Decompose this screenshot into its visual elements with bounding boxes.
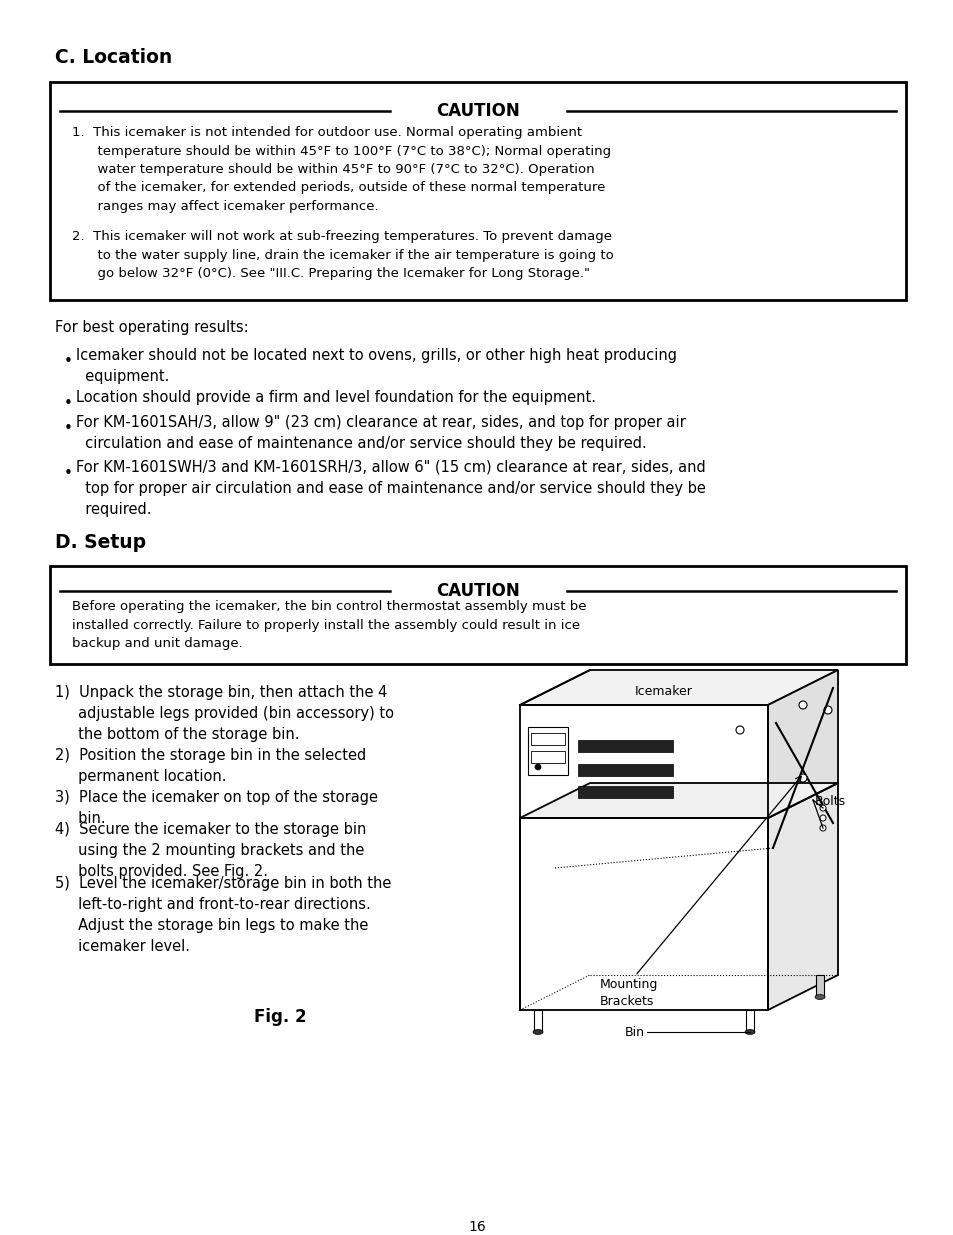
Text: •: • — [64, 466, 72, 480]
Bar — [578, 785, 672, 798]
Bar — [527, 727, 567, 776]
Text: Before operating the icemaker, the bin control thermostat assembly must be
insta: Before operating the icemaker, the bin c… — [71, 600, 586, 650]
Circle shape — [820, 805, 825, 811]
Text: D. Setup: D. Setup — [55, 534, 146, 552]
Circle shape — [535, 764, 540, 769]
Polygon shape — [767, 783, 837, 1010]
Text: Fig. 2: Fig. 2 — [253, 1008, 306, 1026]
Bar — [745, 1010, 753, 1032]
Text: •: • — [64, 396, 72, 411]
Text: For KM-1601SAH/3, allow 9" (23 cm) clearance at rear, sides, and top for proper : For KM-1601SAH/3, allow 9" (23 cm) clear… — [76, 415, 685, 451]
Text: For KM-1601SWH/3 and KM-1601SRH/3, allow 6" (15 cm) clearance at rear, sides, an: For KM-1601SWH/3 and KM-1601SRH/3, allow… — [76, 459, 705, 517]
Ellipse shape — [744, 1030, 754, 1035]
Text: Icemaker: Icemaker — [635, 685, 692, 698]
Text: CAUTION: CAUTION — [436, 582, 519, 600]
Text: 1)  Unpack the storage bin, then attach the 4
     adjustable legs provided (bin: 1) Unpack the storage bin, then attach t… — [55, 685, 394, 742]
Circle shape — [799, 774, 806, 782]
Bar — [50, 566, 905, 664]
Text: 2)  Position the storage bin in the selected
     permanent location.: 2) Position the storage bin in the selec… — [55, 748, 366, 784]
Ellipse shape — [814, 994, 824, 999]
Text: Mounting
Brackets: Mounting Brackets — [599, 978, 658, 1008]
Bar — [578, 740, 672, 752]
Text: •: • — [64, 354, 72, 369]
Bar — [531, 734, 564, 745]
Text: 4)  Secure the icemaker to the storage bin
     using the 2 mounting brackets an: 4) Secure the icemaker to the storage bi… — [55, 823, 366, 879]
Ellipse shape — [533, 1030, 542, 1035]
Text: •: • — [64, 421, 72, 436]
Text: CAUTION: CAUTION — [436, 103, 519, 120]
Circle shape — [799, 701, 806, 709]
Circle shape — [820, 825, 825, 831]
Polygon shape — [767, 671, 837, 818]
Text: Location should provide a firm and level foundation for the equipment.: Location should provide a firm and level… — [76, 390, 596, 405]
Text: 5)  Level the icemaker/storage bin in both the
     left-to-right and front-to-r: 5) Level the icemaker/storage bin in bot… — [55, 876, 391, 953]
Text: Bolts: Bolts — [814, 795, 845, 808]
Text: 3)  Place the icemaker on top of the storage
     bin.: 3) Place the icemaker on top of the stor… — [55, 790, 377, 826]
Circle shape — [823, 706, 831, 714]
Text: 1.  This icemaker is not intended for outdoor use. Normal operating ambient
    : 1. This icemaker is not intended for out… — [71, 126, 611, 212]
Bar — [534, 1010, 541, 1032]
Text: 16: 16 — [468, 1220, 485, 1234]
Bar — [578, 764, 672, 776]
Text: 2.  This icemaker will not work at sub-freezing temperatures. To prevent damage
: 2. This icemaker will not work at sub-fr… — [71, 230, 613, 280]
Polygon shape — [519, 671, 837, 705]
Text: C. Location: C. Location — [55, 48, 172, 67]
Circle shape — [820, 815, 825, 821]
Bar — [815, 974, 823, 997]
Circle shape — [735, 726, 743, 734]
Text: For best operating results:: For best operating results: — [55, 320, 249, 335]
Text: Icemaker should not be located next to ovens, grills, or other high heat produci: Icemaker should not be located next to o… — [76, 348, 677, 384]
Polygon shape — [519, 783, 837, 818]
Bar — [50, 82, 905, 300]
Text: Bin: Bin — [624, 1026, 644, 1039]
Bar — [531, 751, 564, 763]
